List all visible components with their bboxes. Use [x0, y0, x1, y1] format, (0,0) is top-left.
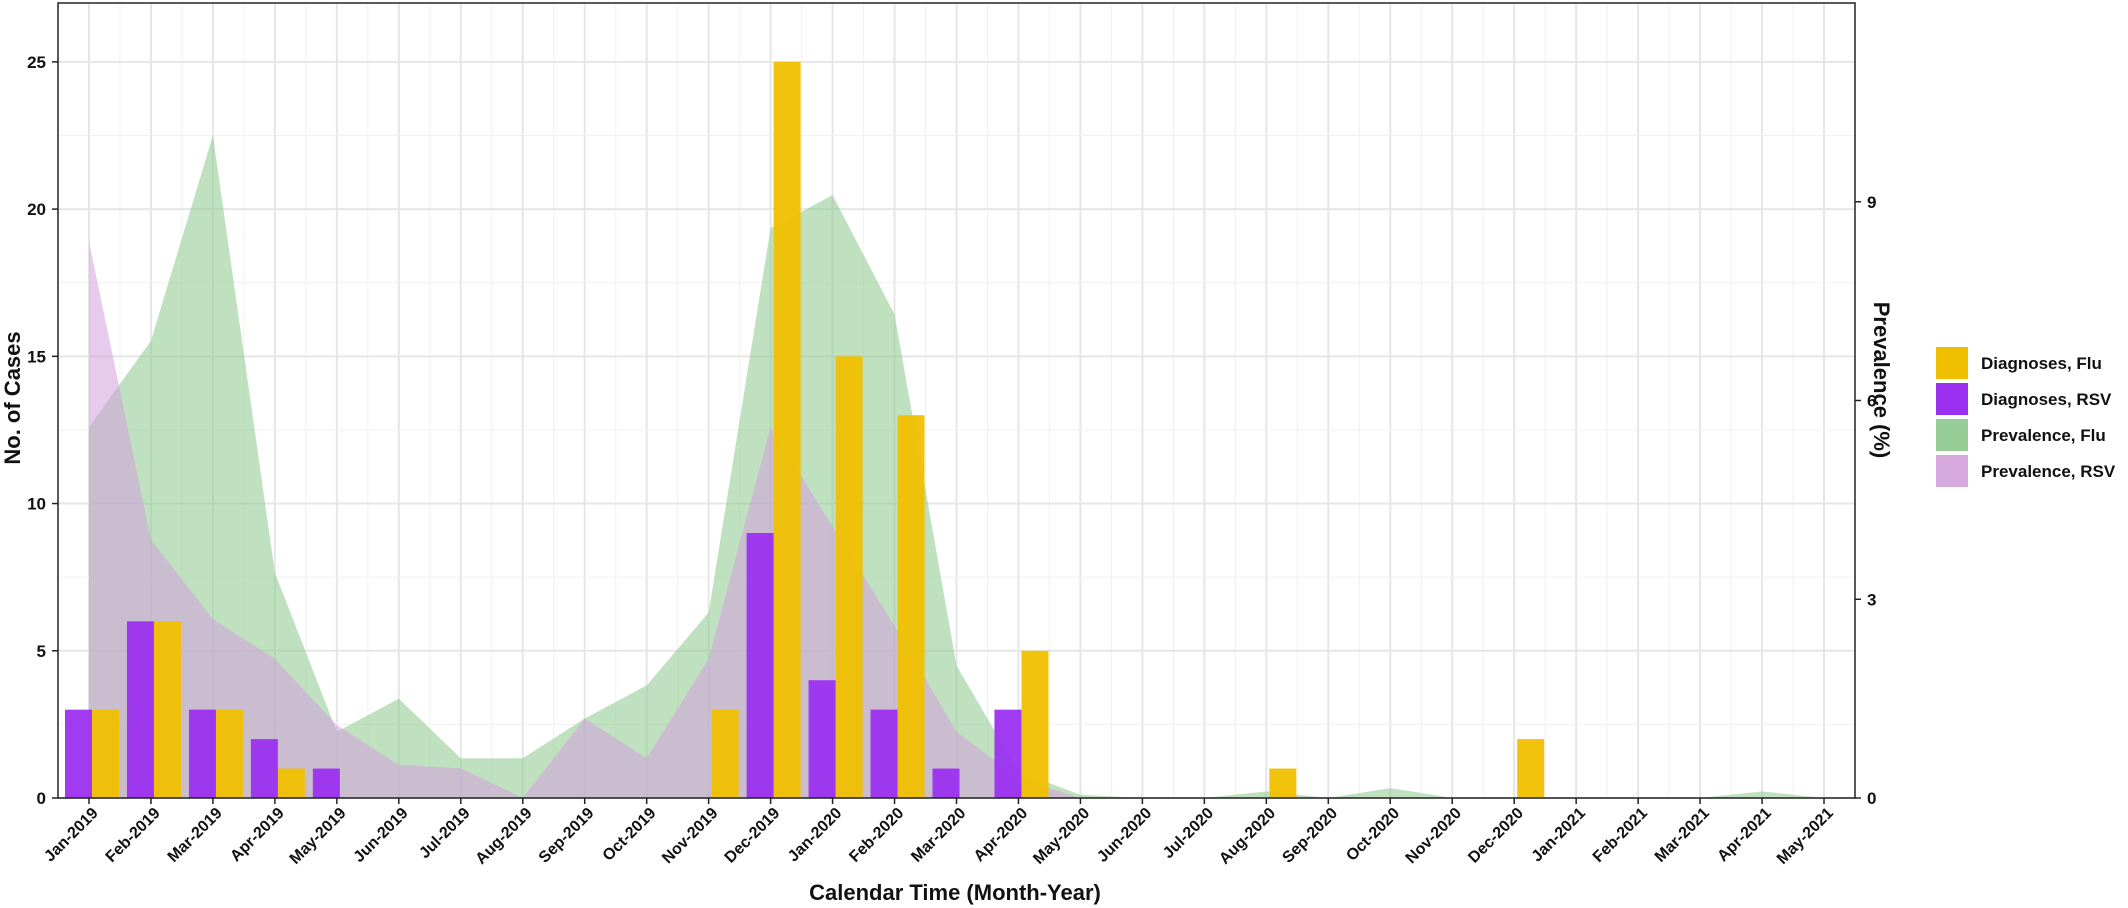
x-tick-label: Feb-2021 [1590, 805, 1651, 866]
y-tick-label: 15 [27, 347, 46, 366]
bar-diagnoses-rsv [808, 680, 836, 798]
x-tick-label: May-2020 [1030, 805, 1093, 868]
x-tick-label: Oct-2020 [1343, 805, 1403, 865]
y2-axis-title: Prevalence (%) [1869, 302, 1894, 459]
y-tick-label: 25 [27, 53, 46, 72]
y-tick-label: 10 [27, 495, 46, 514]
bar-diagnoses-flu [835, 356, 863, 798]
y-axis-title: No. of Cases [0, 331, 25, 464]
bar-diagnoses-flu [91, 709, 119, 798]
x-tick-label: Dec-2019 [722, 805, 784, 867]
bar-diagnoses-rsv [932, 768, 960, 798]
x-tick-label: Sep-2020 [1279, 805, 1341, 867]
x-tick-label: Feb-2020 [846, 805, 907, 866]
x-tick-label: Apr-2021 [1714, 805, 1775, 866]
y-tick-label: 5 [37, 642, 46, 661]
x-tick-label: Aug-2020 [1216, 805, 1279, 868]
y-tick-label: 20 [27, 200, 46, 219]
bar-diagnoses-flu [773, 61, 801, 798]
legend-label: Prevalence, RSV [1981, 462, 2116, 481]
bar-diagnoses-flu [1517, 739, 1545, 798]
x-tick-label: Nov-2019 [659, 805, 721, 867]
x-tick-label: Mar-2021 [1652, 805, 1713, 866]
x-tick-label: Jul-2020 [1160, 805, 1217, 862]
x-tick-label: Sep-2019 [536, 805, 598, 867]
x-tick-label: Dec-2020 [1465, 805, 1527, 867]
bar-diagnoses-flu [277, 768, 305, 798]
diagnosis-bars [64, 61, 1545, 798]
x-tick-label: Jun-2020 [1094, 805, 1155, 866]
y2-tick-label: 3 [1867, 590, 1876, 609]
bar-diagnoses-flu [153, 621, 181, 798]
x-tick-label: Mar-2019 [165, 805, 226, 866]
x-tick-label: Feb-2019 [103, 805, 164, 866]
x-tick-label: Jan-2021 [1529, 805, 1590, 866]
bar-diagnoses-flu [711, 709, 739, 798]
y2-tick-label: 9 [1867, 193, 1876, 212]
bar-diagnoses-rsv [64, 709, 92, 798]
bar-diagnoses-flu [215, 709, 243, 798]
x-tick-label: Nov-2020 [1403, 805, 1465, 867]
x-tick-label: Oct-2019 [600, 805, 660, 865]
x-tick-label: May-2021 [1774, 805, 1837, 868]
legend-label: Prevalence, Flu [1981, 426, 2106, 445]
y2-tick-label: 0 [1867, 789, 1876, 808]
legend-label: Diagnoses, Flu [1981, 354, 2102, 373]
x-tick-label: Apr-2019 [227, 805, 288, 866]
bar-diagnoses-rsv [250, 739, 278, 798]
x-tick-label: Mar-2020 [908, 805, 969, 866]
y-tick-label: 0 [37, 789, 46, 808]
x-tick-label: Apr-2020 [971, 805, 1032, 866]
bar-diagnoses-flu [1021, 650, 1049, 798]
bar-diagnoses-rsv [870, 709, 898, 798]
y-axis-right: 0 3 6 9 [1855, 193, 1876, 808]
y2-tick-label: 6 [1867, 392, 1876, 411]
legend-label: Diagnoses, RSV [1981, 390, 2112, 409]
legend-swatch [1936, 455, 1968, 487]
x-tick-label: Aug-2019 [473, 805, 536, 868]
bar-diagnoses-flu [897, 415, 925, 798]
x-tick-label: Jun-2019 [351, 805, 412, 866]
legend-swatch [1936, 347, 1968, 379]
x-tick-label: Jan-2020 [785, 805, 846, 866]
legend-swatch [1936, 383, 1968, 415]
y-axis-left: 0 5 10 15 20 25 [27, 53, 58, 808]
bar-diagnoses-rsv [994, 709, 1022, 798]
bar-diagnoses-rsv [746, 533, 774, 798]
x-tick-label: Jan-2019 [41, 805, 102, 866]
bar-diagnoses-rsv [126, 621, 154, 798]
legend-swatch [1936, 419, 1968, 451]
bar-diagnoses-rsv [188, 709, 216, 798]
x-axis: Jan-2019 Feb-2019 Mar-2019 Apr-2019May-2019… [41, 798, 1837, 868]
bar-diagnoses-flu [1269, 768, 1297, 798]
x-tick-label: May-2019 [287, 805, 350, 868]
x-tick-label: Jul-2019 [416, 805, 473, 862]
legend: Diagnoses, Flu Diagnoses, RSV Prevalence, … [1936, 347, 2116, 487]
bar-diagnoses-rsv [312, 768, 340, 798]
x-axis-title: Calendar Time (Month-Year) [809, 880, 1101, 905]
